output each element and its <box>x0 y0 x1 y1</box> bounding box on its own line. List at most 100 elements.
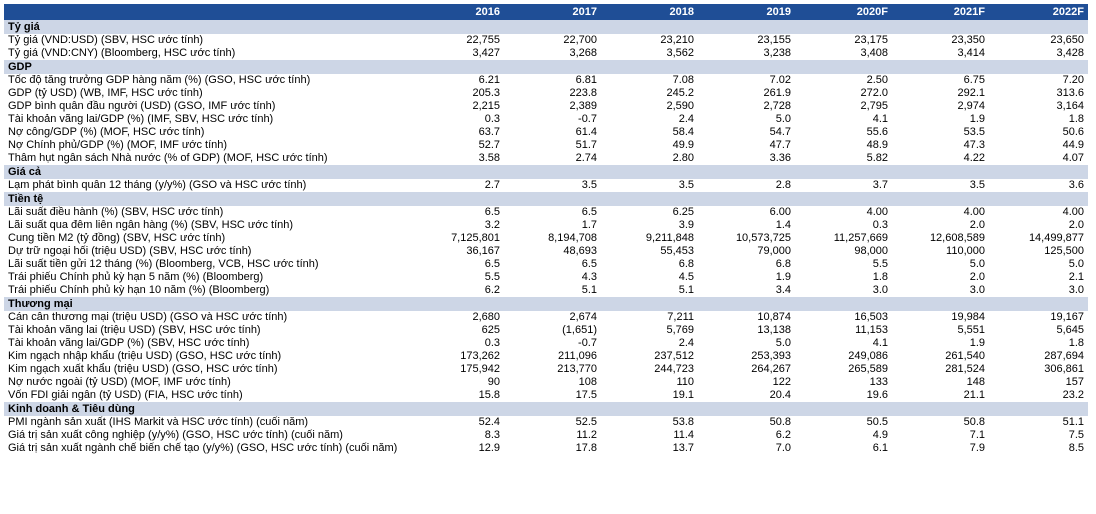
value-cell: 205.3 <box>472 87 500 99</box>
value-cell: 306,861 <box>1044 363 1084 375</box>
value-cell: 2.7 <box>484 179 500 191</box>
value-cell: 23.2 <box>1062 389 1084 401</box>
value-cell: 7.08 <box>672 74 694 86</box>
value-cell: 3,238 <box>763 47 791 59</box>
value-cell: 3.5 <box>581 179 597 191</box>
value-cell: 4.07 <box>1062 152 1084 164</box>
value-cell: 5.0 <box>969 258 985 270</box>
value-cell: 55,453 <box>660 245 694 257</box>
value-cell: 3.2 <box>484 219 500 231</box>
value-cell: 2.0 <box>969 271 985 283</box>
value-cell: 3,427 <box>472 47 500 59</box>
value-cell: 292.1 <box>957 87 985 99</box>
table-row: Tài khoản vãng lai (triệu USD) (SBV, HSC… <box>4 324 1088 337</box>
value-cell: 15.8 <box>478 389 500 401</box>
value-cell: 6.2 <box>484 284 500 296</box>
value-cell: 3.7 <box>872 179 888 191</box>
row-label: Tốc độ tăng trưởng GDP hàng năm (%) (GSO… <box>8 74 311 86</box>
value-cell: 1.4 <box>775 219 791 231</box>
table-row: Trái phiếu Chính phủ kỳ hạn 10 năm (%) (… <box>4 284 1088 297</box>
row-label: Lãi suất qua đêm liên ngân hàng (%) (SBV… <box>8 219 294 231</box>
value-cell: 19.1 <box>672 389 694 401</box>
value-cell: 287,694 <box>1044 350 1084 362</box>
table-row: Tỷ giá (VND:USD) (SBV, HSC ước tính) 22,7… <box>4 34 1088 47</box>
value-cell: 48,693 <box>563 245 597 257</box>
value-cell: 8,194,708 <box>548 232 597 244</box>
table-row: Nợ nước ngoài (tỷ USD) (MOF, IMF ước tín… <box>4 376 1088 389</box>
value-cell: 0.3 <box>484 113 500 125</box>
value-cell: 2,728 <box>763 100 791 112</box>
value-cell: 7,125,801 <box>451 232 500 244</box>
value-cell: 13.7 <box>672 442 694 454</box>
row-label: Nợ công/GDP (%) (MOF, HSC ước tính) <box>8 126 205 138</box>
value-cell: 3.5 <box>678 179 694 191</box>
value-cell: 10,874 <box>757 311 791 323</box>
table-row: Lãi suất tiền gửi 12 tháng (%) (Bloomber… <box>4 258 1088 271</box>
table-row: Tài khoản vãng lai/GDP (%) (SBV, HSC ước… <box>4 337 1088 350</box>
value-cell: 16,503 <box>854 311 888 323</box>
value-cell: -0.7 <box>578 113 597 125</box>
value-cell: 1.9 <box>969 337 985 349</box>
value-cell: 3.0 <box>1068 284 1084 296</box>
value-cell: 3,562 <box>666 47 694 59</box>
value-cell: 110,000 <box>946 245 985 257</box>
value-cell: 2,590 <box>666 100 694 112</box>
value-cell: 6.5 <box>484 206 500 218</box>
row-label: Tài khoản vãng lai (triệu USD) (SBV, HSC… <box>8 324 261 336</box>
table-row: Giá trị sản xuất ngành chế biến chế tạo … <box>4 442 1088 455</box>
value-cell: 8.5 <box>1068 442 1084 454</box>
value-cell: 44.9 <box>1062 139 1084 151</box>
value-cell: 47.3 <box>963 139 985 151</box>
value-cell: 272.0 <box>860 87 888 99</box>
table-row: Nợ Chính phủ/GDP (%) (MOF, IMF ước tính)… <box>4 139 1088 152</box>
value-cell: 5.5 <box>484 271 500 283</box>
section-title: Kinh doanh & Tiêu dùng <box>4 402 1088 416</box>
year-header: 2018 <box>601 4 698 20</box>
value-cell: 53.5 <box>963 126 985 138</box>
value-cell: 2,974 <box>957 100 985 112</box>
value-cell: 48.9 <box>866 139 888 151</box>
value-cell: 2.50 <box>866 74 888 86</box>
value-cell: 23,155 <box>757 34 791 46</box>
value-cell: 5.0 <box>1068 258 1084 270</box>
value-cell: 6.81 <box>575 74 597 86</box>
value-cell: 90 <box>487 376 500 388</box>
year-header: 2019 <box>698 4 795 20</box>
section-title: Thương mại <box>4 297 1088 311</box>
table-row: Nợ công/GDP (%) (MOF, HSC ước tính) 63.7 6… <box>4 126 1088 139</box>
row-label: Tài khoản vãng lai/GDP (%) (SBV, HSC ước… <box>8 337 250 349</box>
value-cell: 23,210 <box>660 34 694 46</box>
value-cell: 10,573,725 <box>735 232 791 244</box>
value-cell: 2.74 <box>575 152 597 164</box>
row-label: GDP (tỷ USD) (WB, IMF, HSC ước tính) <box>8 87 203 99</box>
row-label: Kim ngạch nhập khẩu (triệu USD) (GSO, HS… <box>8 350 282 362</box>
value-cell: 4.1 <box>872 113 888 125</box>
value-cell: 12,608,589 <box>929 232 985 244</box>
value-cell: 249,086 <box>848 350 888 362</box>
value-cell: 3.9 <box>678 219 694 231</box>
value-cell: 21.1 <box>963 389 985 401</box>
value-cell: 5,645 <box>1056 324 1084 336</box>
table-row: Lãi suất điều hành (%) (SBV, HSC ước tín… <box>4 206 1088 219</box>
row-label: Tỷ giá (VND:CNY) (Bloomberg, HSC ước tín… <box>8 47 236 59</box>
value-cell: 17.5 <box>575 389 597 401</box>
value-cell: 5.0 <box>775 113 791 125</box>
value-cell: 58.4 <box>672 126 694 138</box>
row-label: Tỷ giá (VND:USD) (SBV, HSC ước tính) <box>8 34 204 46</box>
value-cell: 2.0 <box>969 219 985 231</box>
value-cell: 63.7 <box>478 126 500 138</box>
section-header-row: Tiền tệ <box>4 192 1088 206</box>
value-cell: 11.4 <box>673 429 694 441</box>
section-header-row: Thương mại <box>4 297 1088 311</box>
row-label: Vốn FDI giải ngân (tỷ USD) (FIA, HSC ước… <box>8 389 243 401</box>
value-cell: 47.7 <box>769 139 791 151</box>
value-cell: 7.02 <box>769 74 791 86</box>
value-cell: 2,215 <box>472 100 500 112</box>
value-cell: 7.0 <box>775 442 791 454</box>
value-cell: 7.20 <box>1062 74 1084 86</box>
value-cell: 23,350 <box>951 34 985 46</box>
year-header: 2017 <box>504 4 601 20</box>
table-row: GDP bình quân đầu người (USD) (GSO, IMF … <box>4 100 1088 113</box>
value-cell: 49.9 <box>672 139 694 151</box>
value-cell: 4.00 <box>963 206 985 218</box>
